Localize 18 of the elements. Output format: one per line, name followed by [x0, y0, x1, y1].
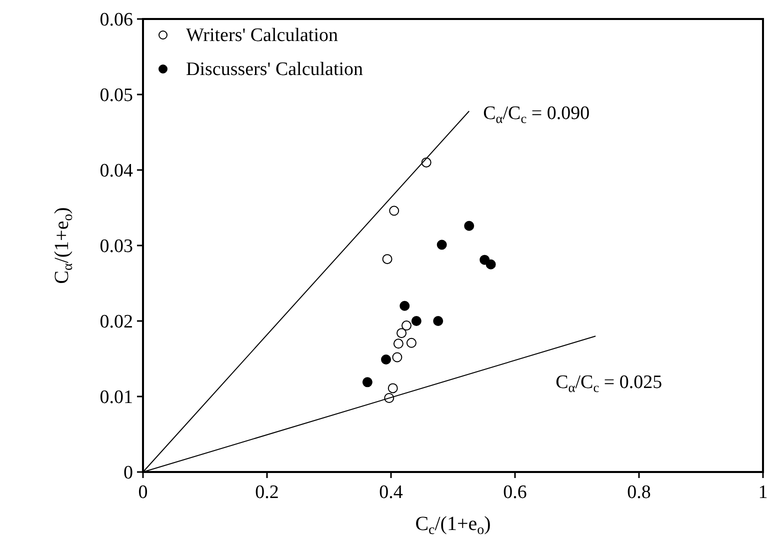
x-tick-label: 0.4 — [379, 482, 404, 503]
x-axis-title: C$_{c}$/(1+e$_{o}$) — [415, 513, 491, 538]
annotation: C$_{α}$/C$_{c}$ = 0.025 — [556, 372, 662, 395]
y-tick-label: 0.03 — [100, 236, 133, 258]
x-tick-label: 0.6 — [503, 482, 527, 503]
legend-label: Writers' Calculation — [186, 25, 338, 46]
y-tick-label: 0.06 — [100, 10, 133, 31]
y-tick-label: 0 — [124, 462, 133, 484]
y-tick-label: 0.05 — [100, 85, 133, 106]
x-tick-label: 0.2 — [255, 482, 279, 503]
y-tick-label: 0.02 — [100, 312, 133, 333]
legend-label: Discussers' Calculation — [186, 59, 364, 80]
y-tick-label: 0.04 — [100, 160, 134, 182]
x-tick-label: 0 — [138, 482, 148, 503]
x-tick-label: 0.8 — [627, 482, 651, 503]
annotation: C$_{α}$/C$_{c}$ = 0.090 — [483, 103, 590, 126]
x-tick-label: 1 — [758, 482, 768, 503]
y-tick-label: 0.01 — [100, 387, 133, 408]
